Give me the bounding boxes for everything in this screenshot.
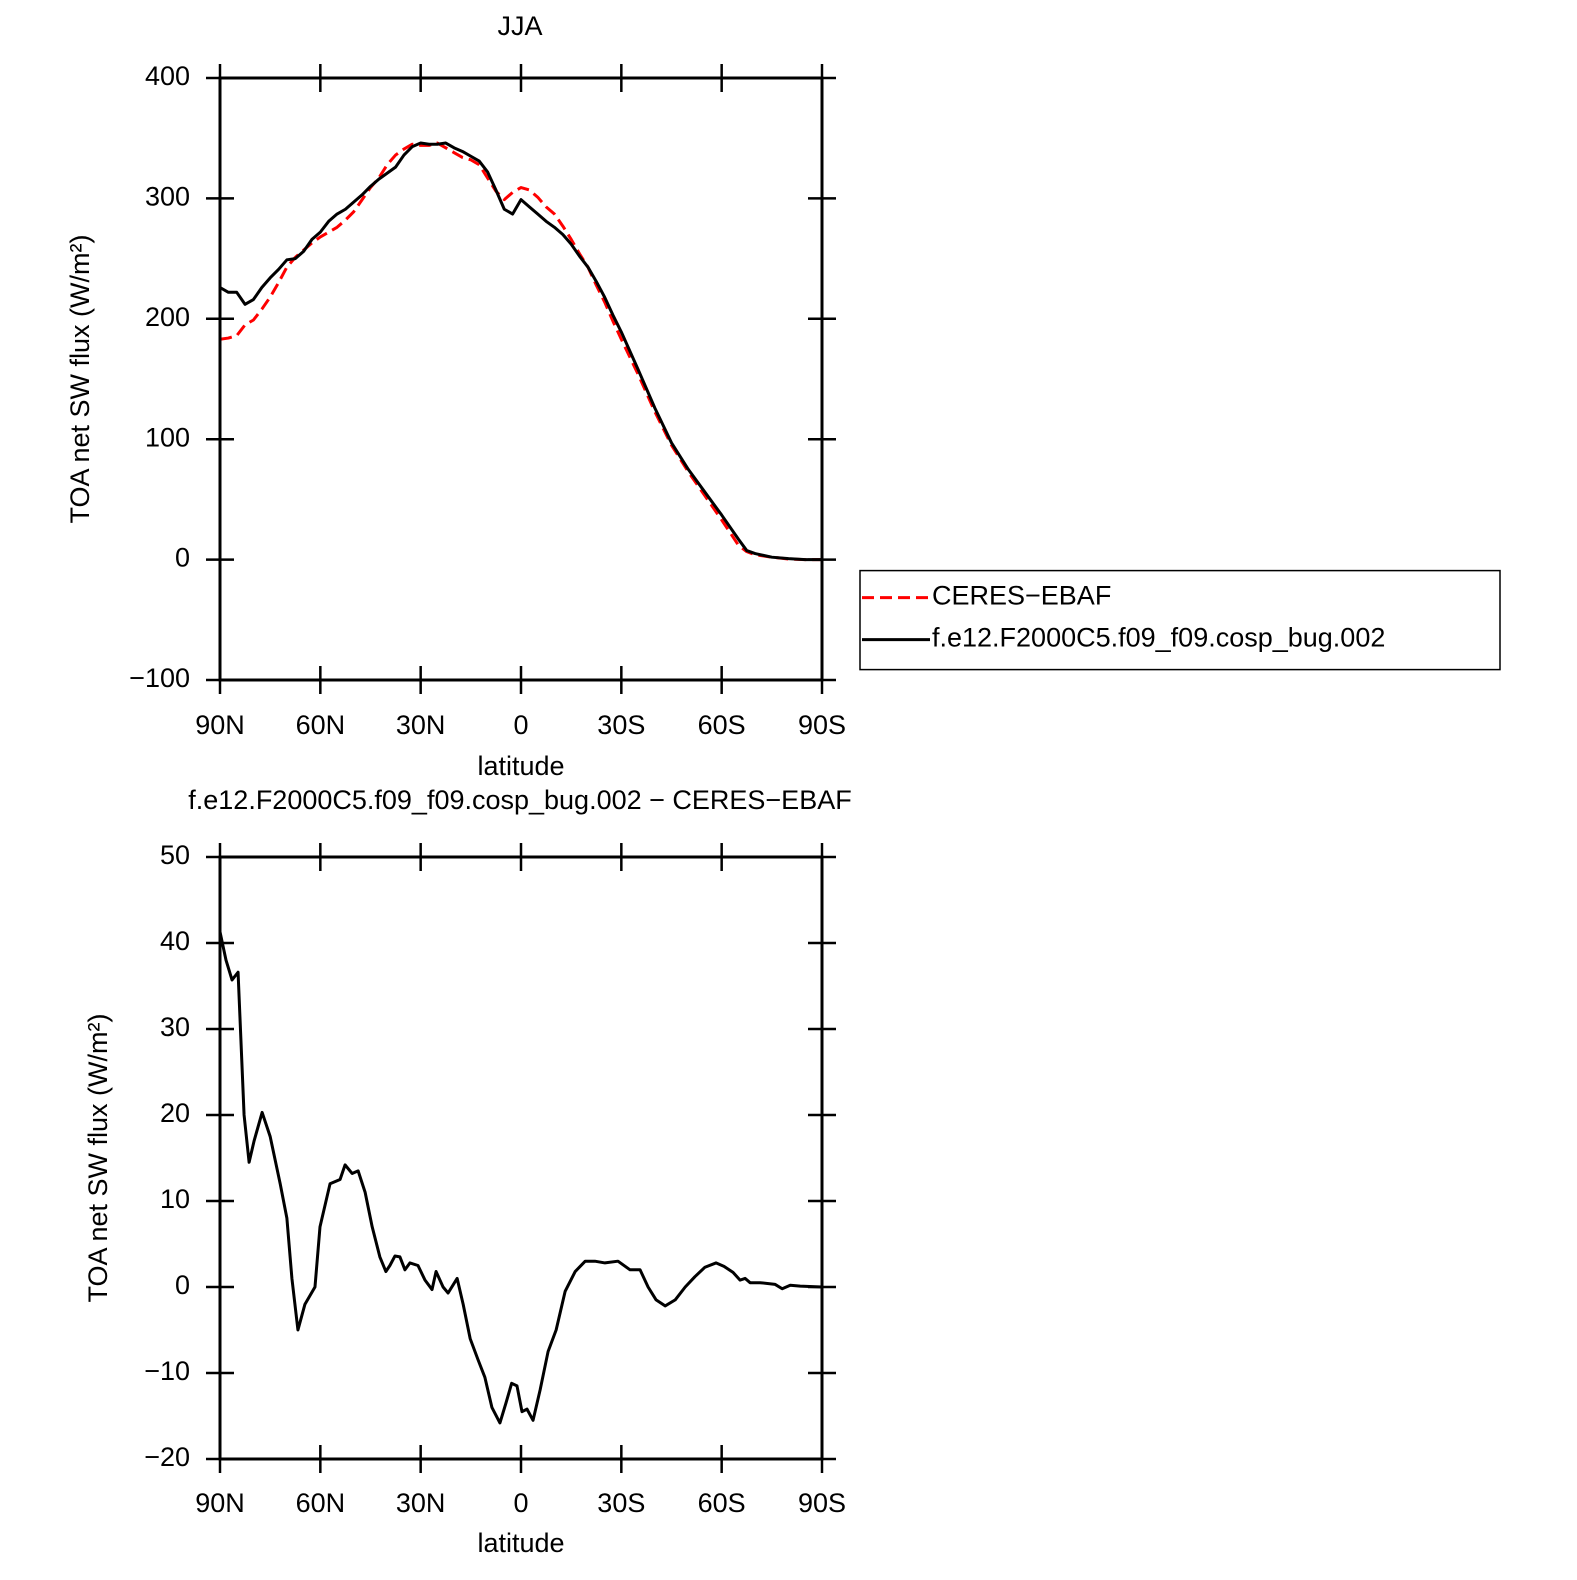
plot-frame (218, 76, 824, 682)
legend-label: f.e12.F2000C5.f09_f09.cosp_bug.002 (932, 623, 1385, 653)
y-tick-label: 20 (160, 1098, 190, 1128)
y-tick-label: 0 (175, 543, 190, 573)
y-axis-label: TOA net SW flux (W/m²) (65, 234, 95, 523)
x-tick-label: 60N (296, 1488, 346, 1518)
y-axis-label: TOA net SW flux (W/m²) (83, 1013, 113, 1302)
legend: CERES−EBAF f.e12.F2000C5.f09_f09.cosp_bug… (859, 569, 1501, 671)
chart-title: JJA (497, 11, 542, 41)
x-tick-label: 90S (798, 1488, 846, 1518)
y-tick-label: 200 (145, 302, 190, 332)
x-tick-label: 60S (698, 710, 746, 740)
y-tick-label: −20 (144, 1442, 190, 1472)
y-tick-label: −100 (129, 663, 190, 693)
x-tick-label: 90N (195, 710, 245, 740)
x-axis-label: latitude (477, 751, 564, 781)
y-tick-label: 400 (145, 61, 190, 91)
y-tick-label: 0 (175, 1270, 190, 1300)
chart-title: f.e12.F2000C5.f09_f09.cosp_bug.002 − CER… (188, 785, 851, 815)
y-tick-label: 10 (160, 1184, 190, 1214)
x-tick-label: 30S (597, 1488, 645, 1518)
x-tick-label: 60N (296, 710, 346, 740)
x-tick-label: 30N (396, 1488, 446, 1518)
x-tick-label: 90S (798, 710, 846, 740)
y-tick-label: −10 (144, 1356, 190, 1386)
x-tick-label: 90N (195, 1488, 245, 1518)
x-tick-label: 60S (698, 1488, 746, 1518)
y-tick-label: 100 (145, 422, 190, 452)
legend-label: CERES−EBAF (932, 581, 1111, 611)
x-tick-label: 30N (396, 710, 446, 740)
y-tick-label: 30 (160, 1012, 190, 1042)
data-line (219, 141, 822, 562)
plot-frame (218, 855, 824, 1461)
y-tick-label: 40 (160, 926, 190, 956)
x-tick-label: 0 (513, 710, 528, 740)
data-line (219, 141, 822, 562)
legend-box (859, 569, 1501, 671)
x-tick-label: 0 (513, 1488, 528, 1518)
y-tick-label: 50 (160, 840, 190, 870)
y-tick-label: 300 (145, 182, 190, 212)
x-tick-label: 30S (597, 710, 645, 740)
x-axis-label: latitude (477, 1528, 564, 1558)
data-line (218, 931, 823, 1425)
